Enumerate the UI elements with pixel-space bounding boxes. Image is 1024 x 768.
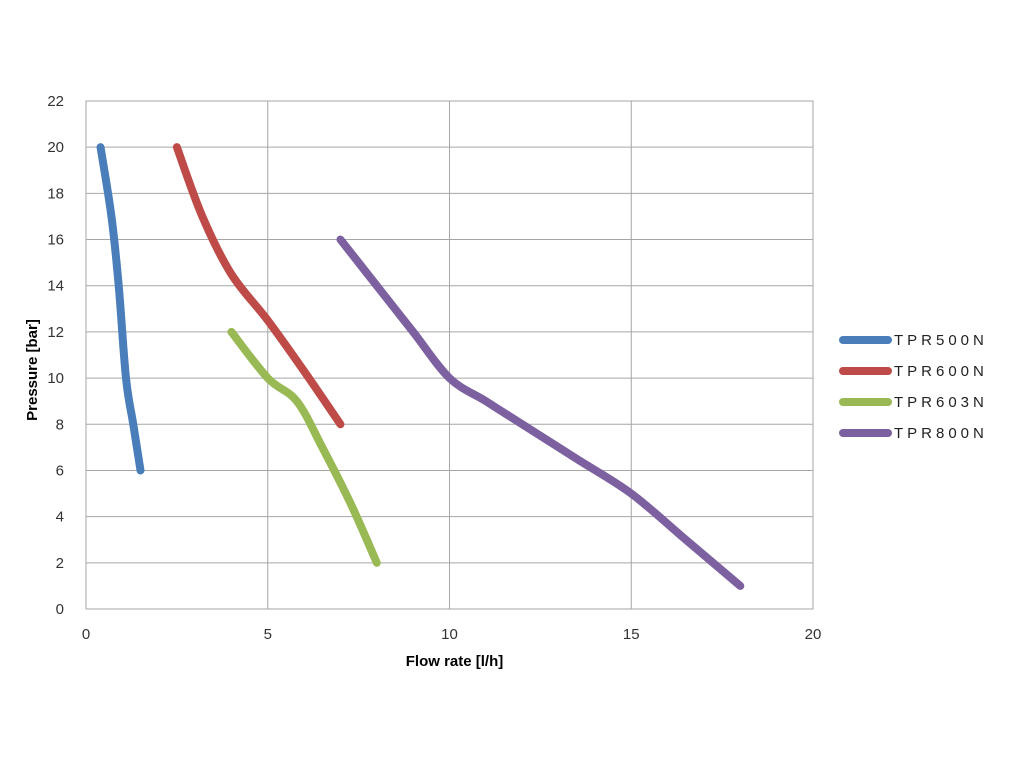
y-tick-label: 0: [56, 601, 64, 618]
y-tick-label: 20: [47, 139, 64, 156]
x-tick-labels: 0 5 10 15 20: [82, 626, 822, 643]
x-tick-label: 5: [264, 626, 272, 643]
legend: TPR500N TPR600N TPR603N TPR800N: [839, 332, 988, 442]
plot-area-border: [85, 100, 814, 610]
y-tick-label: 8: [56, 416, 64, 433]
y-tick-label: 16: [47, 232, 64, 249]
grid-lines: [85, 100, 814, 610]
series-lines: [96, 143, 745, 590]
x-tick-label: 10: [441, 626, 458, 643]
y-tick-label: 12: [47, 324, 64, 341]
x-tick-label: 15: [623, 626, 640, 643]
y-tick-labels: 0 2 4 6 8 10 12 14 16 18 20 22: [47, 93, 64, 618]
y-tick-label: 18: [47, 185, 64, 202]
y-tick-label: 6: [56, 462, 64, 479]
y-tick-label: 2: [56, 555, 64, 572]
series-line-tpr600n: [172, 143, 345, 429]
y-tick-label: 10: [47, 370, 64, 387]
x-axis-title: Flow rate [l/h]: [406, 653, 504, 670]
y-tick-label: 4: [56, 509, 64, 526]
legend-label-tpr600n: TPR600N: [894, 363, 988, 380]
axes: [85, 100, 814, 610]
x-tick-label: 0: [82, 626, 90, 643]
legend-label-tpr800n: TPR800N: [894, 425, 988, 442]
series-line-tpr800n: [336, 235, 745, 590]
y-axis-title: Pressure [bar]: [24, 319, 41, 421]
y-tick-label: 22: [47, 93, 64, 110]
series-line-tpr603n: [227, 327, 381, 567]
x-tick-label: 20: [805, 626, 822, 643]
legend-label-tpr603n: TPR603N: [894, 394, 988, 411]
y-tick-label: 14: [47, 278, 64, 295]
series-line-tpr500n: [96, 143, 145, 475]
legend-label-tpr500n: TPR500N: [894, 332, 988, 349]
